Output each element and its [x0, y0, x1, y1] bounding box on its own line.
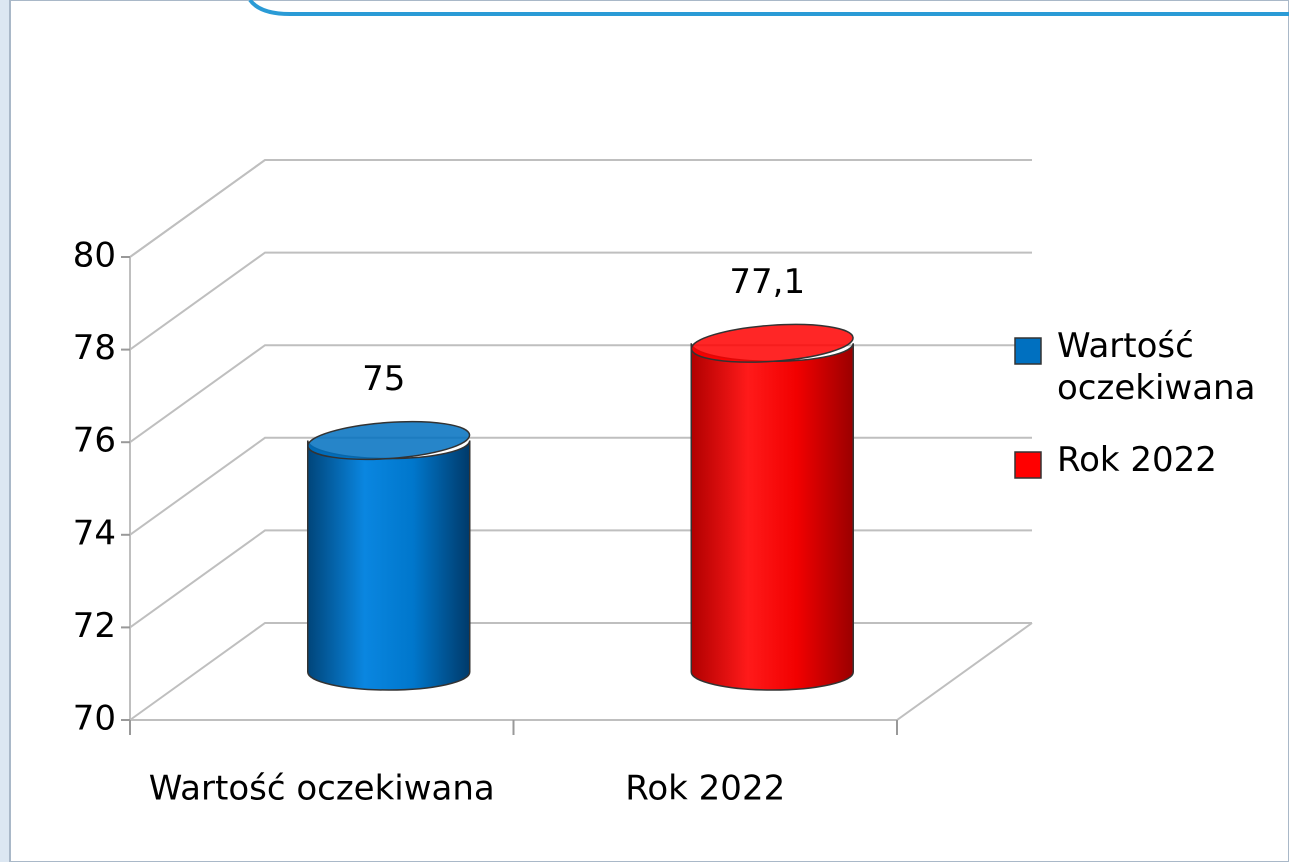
data-label: 75: [362, 359, 405, 399]
bar-top: [690, 323, 854, 363]
y-tick-label: 80: [73, 236, 116, 276]
plot-area: 70 72 74 76 78 80 Wartość oczekiwana Rok 2022 75…: [73, 159, 1033, 809]
x-tick-label: Wartość oczekiwana: [149, 769, 495, 809]
data-label: 77,1: [729, 262, 805, 302]
legend-swatch: [1014, 337, 1042, 365]
y-tick-label: 74: [73, 513, 116, 553]
x-tick-label: Rok 2022: [625, 769, 785, 809]
y-tick-label: 78: [73, 328, 116, 368]
bar: [307, 440, 471, 691]
bar-top: [307, 420, 471, 461]
grid-line: [129, 251, 1032, 351]
legend-label: Wartość oczekiwana: [1057, 326, 1256, 408]
legend-swatch: [1014, 451, 1042, 479]
chart-panel: [9, 0, 1289, 862]
y-tick-label: 76: [73, 421, 116, 461]
grid-line: [129, 159, 1032, 258]
bar: [690, 343, 854, 691]
y-tick-label: 72: [73, 606, 116, 646]
frame-edge: [248, 0, 1289, 16]
y-tick-label: 70: [73, 699, 116, 739]
legend-label: Rok 2022: [1057, 440, 1217, 480]
